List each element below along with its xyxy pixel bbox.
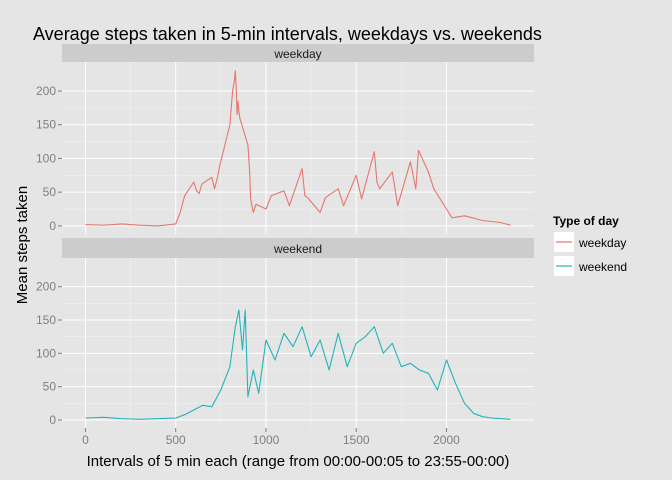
y-tick-label: 50 (43, 185, 57, 199)
y-axis-weekday: 0 50 100 150 200 (36, 84, 62, 233)
grid-weekend (62, 258, 534, 428)
panel-weekend: weekend 0 50 100 150 200 (36, 238, 534, 428)
x-tick-label: 2000 (433, 433, 460, 447)
plot-area-weekday (62, 62, 534, 234)
x-tick-label: 500 (166, 433, 186, 447)
chart-title: Average steps taken in 5-min intervals, … (33, 24, 542, 44)
y-tick-label: 200 (36, 280, 56, 294)
x-tick-label: 1000 (253, 433, 280, 447)
y-tick-label: 100 (36, 346, 56, 360)
x-axis: 0 500 1000 1500 2000 (82, 428, 460, 447)
x-tick-label: 1500 (343, 433, 370, 447)
y-tick-label: 200 (36, 84, 56, 98)
series-weekend (85, 309, 511, 420)
y-axis-weekend: 0 50 100 150 200 (36, 280, 62, 427)
series-line-weekday (85, 70, 511, 227)
legend-label-weekend: weekend (578, 260, 627, 274)
plot-area-weekend (62, 258, 534, 428)
y-tick-label: 150 (36, 118, 56, 132)
y-tick-label: 100 (36, 151, 56, 165)
legend: Type of day weekday weekend (553, 214, 627, 276)
strip-weekday (62, 44, 534, 62)
series-line-weekend (85, 309, 511, 420)
strip-label-weekday: weekday (273, 47, 321, 61)
grid-weekday (62, 62, 534, 234)
y-tick-label: 150 (36, 313, 56, 327)
x-tick-label: 0 (82, 433, 89, 447)
y-tick-label: 0 (49, 413, 56, 427)
y-tick-label: 50 (43, 380, 57, 394)
panel-weekday: weekday 0 50 100 150 200 (36, 44, 534, 234)
legend-label-weekday: weekday (578, 236, 626, 250)
legend-title: Type of day (553, 214, 619, 228)
strip-label-weekend: weekend (273, 242, 322, 256)
y-tick-label: 0 (49, 219, 56, 233)
strip-weekend (62, 238, 534, 258)
y-axis-label: Mean steps taken (14, 186, 31, 304)
series-weekday (85, 70, 511, 227)
x-axis-label: Intervals of 5 min each (range from 00:0… (87, 453, 510, 470)
